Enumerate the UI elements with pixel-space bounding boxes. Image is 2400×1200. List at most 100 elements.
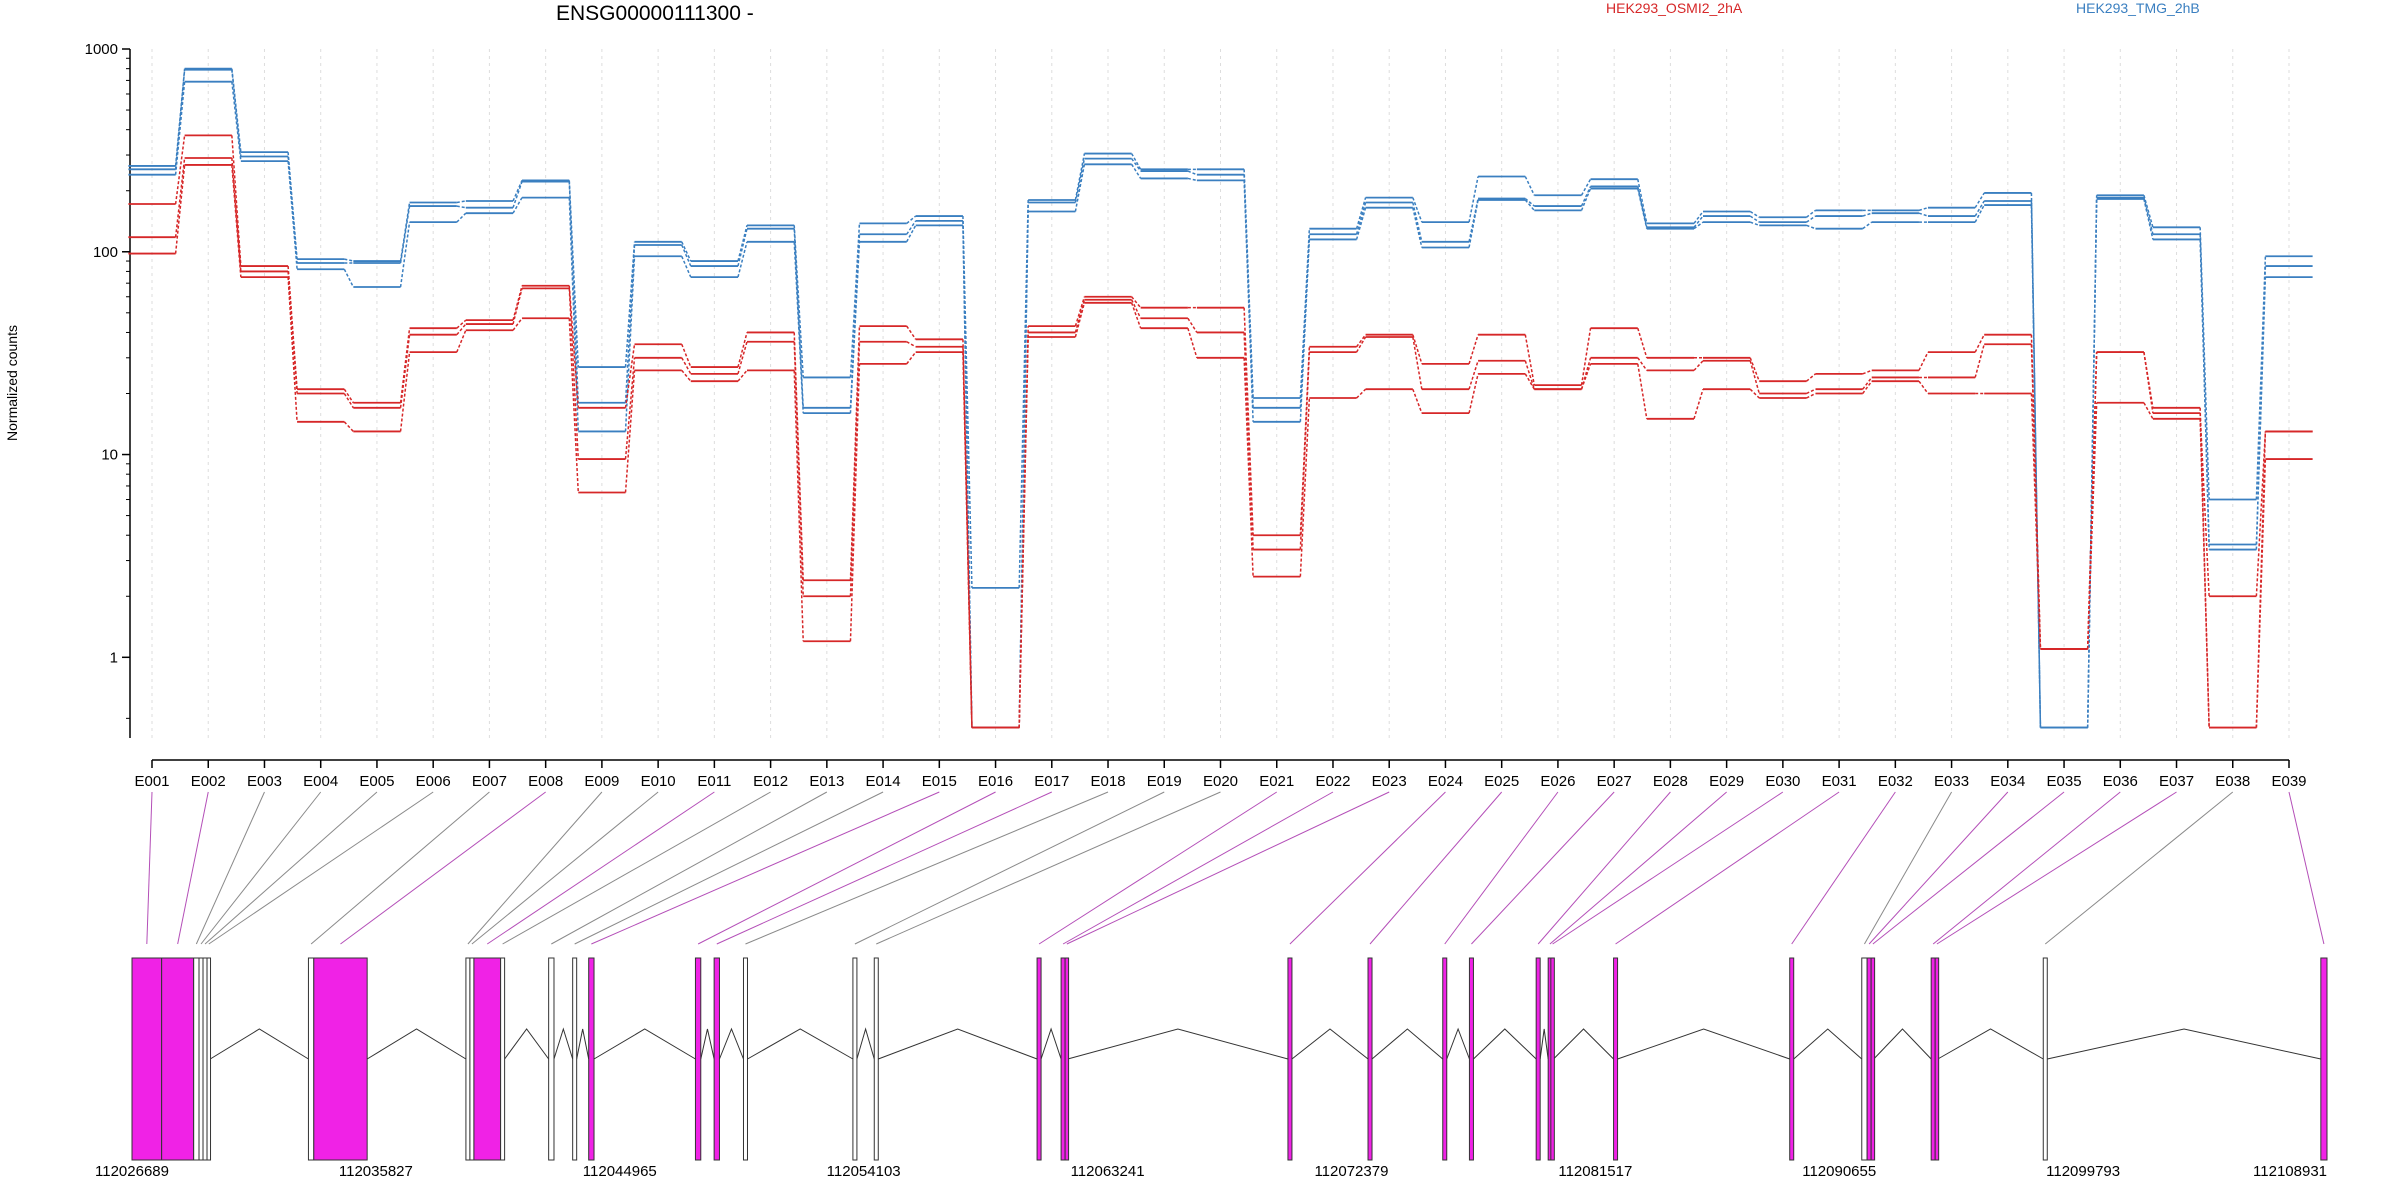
series-transition bbox=[1580, 186, 1592, 207]
series-transition bbox=[2143, 402, 2154, 420]
series-lines bbox=[128, 67, 2313, 729]
series-transition bbox=[456, 329, 467, 353]
series-transition bbox=[1299, 352, 1311, 550]
connector-E034 bbox=[1868, 791, 2009, 945]
series-transition bbox=[512, 197, 523, 214]
x-tick-label: E015 bbox=[922, 773, 957, 790]
x-tick-label: E001 bbox=[134, 773, 169, 790]
series-transition bbox=[1355, 207, 1367, 240]
x-axis: E001 E002 E003 E004 E005 E006 E007 E008 E009 E010… bbox=[134, 759, 2307, 790]
exon-E026 bbox=[1442, 957, 1448, 1161]
series-transition bbox=[512, 285, 523, 321]
x-tick-label: E030 bbox=[1765, 773, 1800, 790]
intron-line bbox=[878, 1028, 1038, 1060]
exon-E035 bbox=[1870, 957, 1876, 1161]
series-transition bbox=[793, 241, 804, 414]
x-tick-label: E012 bbox=[753, 773, 788, 790]
series-transition bbox=[1974, 334, 1985, 353]
connector-E014 bbox=[574, 791, 884, 945]
series-transition bbox=[1018, 336, 1029, 728]
series-HEK293_TMG_2hB bbox=[128, 67, 2313, 729]
series-transition bbox=[1524, 199, 1535, 211]
x-tick-label: E020 bbox=[1203, 773, 1238, 790]
series-transition bbox=[1074, 296, 1086, 327]
connector-E009 bbox=[467, 791, 603, 945]
x-tick-label: E033 bbox=[1934, 773, 1969, 790]
connector-E013 bbox=[551, 791, 828, 945]
x-tick-label: E022 bbox=[1315, 773, 1350, 790]
series-transition bbox=[737, 341, 748, 375]
series-transition bbox=[399, 334, 411, 408]
connector-E025 bbox=[1369, 791, 1503, 945]
series-transition bbox=[1468, 199, 1479, 248]
series-transition bbox=[1243, 332, 1254, 550]
series-transition bbox=[1693, 388, 1704, 420]
series-transition bbox=[1749, 221, 1760, 227]
coordinate-label: 112054103 bbox=[827, 1163, 901, 1180]
y-tick-label: 100 bbox=[93, 244, 118, 261]
series-transition bbox=[681, 357, 692, 375]
series-transition bbox=[399, 222, 411, 288]
series-transition bbox=[1131, 158, 1142, 172]
connector-E015 bbox=[591, 791, 940, 945]
series-transition bbox=[1130, 299, 1142, 319]
series-transition bbox=[456, 323, 467, 336]
connector-E019 bbox=[854, 791, 1165, 945]
series-transition bbox=[568, 180, 580, 368]
x-tick-label: E016 bbox=[978, 773, 1013, 790]
series-transition bbox=[1749, 388, 1760, 399]
intron-line bbox=[504, 1028, 550, 1060]
connector-E020 bbox=[876, 791, 1221, 945]
y-tick-label: 10 bbox=[101, 447, 118, 464]
intron-line bbox=[1446, 1027, 1470, 1060]
exon-E032 bbox=[1789, 957, 1795, 1161]
series-transition bbox=[456, 205, 466, 209]
exon-E019 bbox=[852, 957, 858, 1161]
series-transition bbox=[1468, 373, 1479, 414]
connector-E008 bbox=[340, 791, 546, 945]
series-transition bbox=[1187, 317, 1198, 333]
x-tick-label: E019 bbox=[1147, 773, 1182, 790]
series-HEK293_OSMI2_2hA bbox=[128, 164, 2313, 729]
connector-E021 bbox=[1038, 791, 1278, 945]
exon-E018 bbox=[742, 957, 748, 1161]
series-transition bbox=[793, 370, 804, 642]
series-transition bbox=[174, 164, 186, 254]
series-transition bbox=[624, 370, 636, 493]
series-transition bbox=[681, 369, 692, 382]
x-tick-label: E007 bbox=[472, 773, 507, 790]
series-transition bbox=[1806, 215, 1816, 223]
series-transition bbox=[1412, 388, 1423, 414]
coordinate-label: 112035827 bbox=[339, 1163, 413, 1180]
intron-line bbox=[209, 1028, 309, 1060]
x-tick-label: E026 bbox=[1540, 773, 1575, 790]
exon-E021 bbox=[1036, 957, 1042, 1161]
series-transition bbox=[737, 241, 748, 278]
series-transition bbox=[906, 224, 917, 243]
x-tick-label: E028 bbox=[1653, 773, 1688, 790]
connector-E003 bbox=[195, 791, 265, 945]
intron-line bbox=[718, 1027, 744, 1060]
x-tick-label: E034 bbox=[1990, 773, 2025, 790]
exon-E037 bbox=[1934, 957, 1940, 1161]
series-transition bbox=[1243, 180, 1254, 422]
connector-E002 bbox=[177, 791, 209, 945]
intron-line bbox=[856, 1027, 875, 1060]
series-transition bbox=[174, 135, 186, 205]
series-transition bbox=[1749, 357, 1760, 382]
intron-line bbox=[700, 1028, 715, 1060]
exon-E014 bbox=[572, 957, 578, 1161]
legend-entry-osmi: HEK293_OSMI2_2hA bbox=[1606, 0, 1743, 16]
series-transition bbox=[1637, 186, 1648, 228]
series-transition bbox=[1412, 334, 1423, 365]
x-tick-label: E018 bbox=[1091, 773, 1126, 790]
series-transition bbox=[231, 135, 242, 267]
x-tick-label: E013 bbox=[809, 773, 844, 790]
series-transition bbox=[681, 244, 692, 267]
series-transition bbox=[1580, 328, 1592, 386]
connector-E024 bbox=[1289, 791, 1446, 945]
series-transition bbox=[1187, 177, 1198, 182]
series-transition bbox=[2255, 277, 2267, 545]
chart-title: ENSG00000111300 - bbox=[556, 2, 754, 25]
